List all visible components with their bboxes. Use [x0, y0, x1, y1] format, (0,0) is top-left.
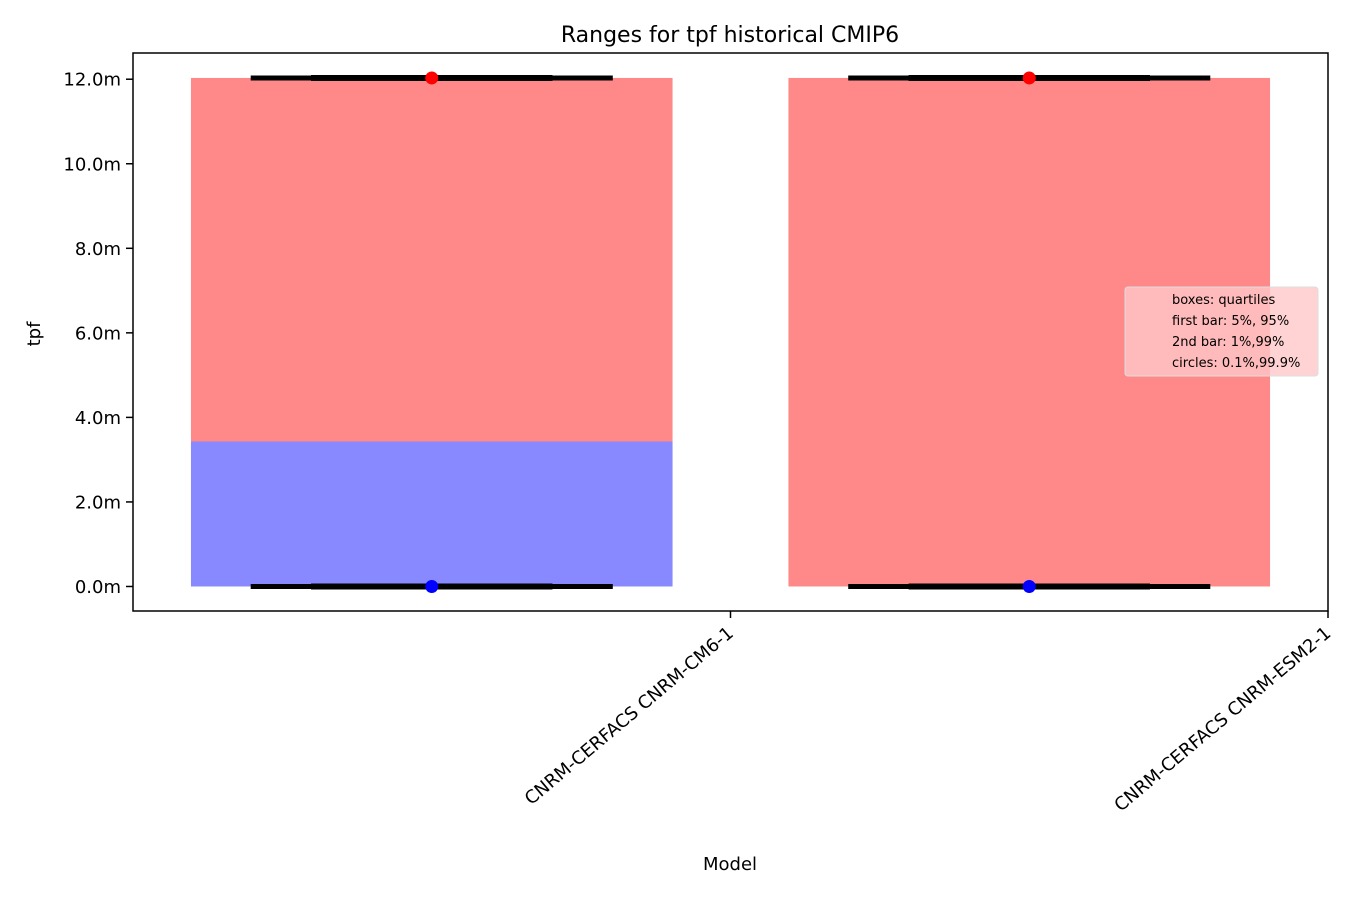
- plot-area: [190, 71, 1271, 593]
- y-tick-label: 2.0m: [75, 492, 121, 513]
- lower-quartile-box: [190, 441, 673, 587]
- y-tick-label: 8.0m: [75, 239, 121, 260]
- circle-99-9-percent: [1022, 71, 1036, 85]
- y-tick-label: 4.0m: [75, 408, 121, 429]
- legend-entry: circles: 0.1%,99.9%: [1172, 356, 1300, 371]
- legend-entry: first bar: 5%, 95%: [1172, 314, 1289, 329]
- y-tick-label: 0.0m: [75, 577, 121, 598]
- circle-0-1-percent: [1022, 579, 1036, 593]
- legend: boxes: quartiles first bar: 5%, 95% 2nd ba…: [1124, 286, 1319, 377]
- y-axis-label: tpf: [24, 321, 45, 346]
- y-tick-label: 6.0m: [75, 323, 121, 344]
- y-tick-label: 12.0m: [63, 70, 121, 91]
- legend-box: [1124, 286, 1319, 377]
- chart-title: Ranges for tpf historical CMIP6: [561, 23, 899, 48]
- x-axis-label: Model: [703, 854, 757, 875]
- x-tick-label: CNRM-CERFACS CNRM-CM6-1: [521, 623, 738, 810]
- y-tick-label: 10.0m: [63, 154, 121, 175]
- upper-quartile-box: [190, 77, 673, 442]
- legend-entry: 2nd bar: 1%,99%: [1172, 335, 1284, 350]
- x-tick-label: CNRM-CERFACS CNRM-ESM2-1: [1110, 623, 1335, 816]
- legend-entry: boxes: quartiles: [1172, 293, 1276, 308]
- circle-0-1-percent: [425, 579, 439, 593]
- circle-99-9-percent: [425, 71, 439, 85]
